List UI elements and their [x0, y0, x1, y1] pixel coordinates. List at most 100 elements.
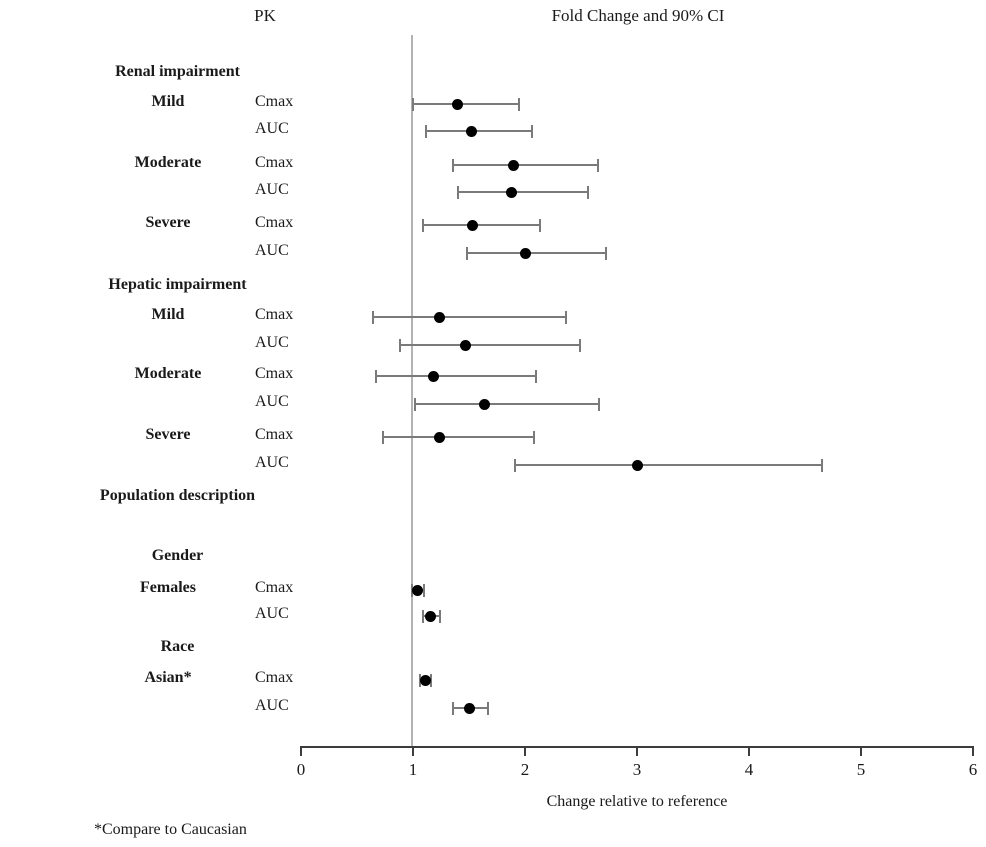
- group-label: Hepatic impairment: [108, 276, 247, 293]
- x-axis-tick: [748, 747, 750, 756]
- ci-line: [382, 436, 534, 438]
- subgroup-label: Mild: [151, 306, 185, 323]
- subgroup-label: Moderate: [134, 154, 202, 171]
- ci-cap-high: [604, 247, 607, 260]
- param-label: AUC: [255, 120, 289, 137]
- x-axis-tick-label: 0: [296, 760, 306, 779]
- ci-cap-high: [487, 702, 490, 715]
- point-marker: [427, 370, 439, 382]
- x-axis-tick-label: 1: [408, 760, 418, 779]
- point-marker: [465, 125, 477, 137]
- point-marker: [411, 584, 423, 596]
- ci-cap-high: [578, 339, 581, 352]
- point-marker: [452, 98, 464, 110]
- ci-line: [514, 464, 822, 466]
- ci-cap-low: [422, 610, 425, 623]
- reference-line-x1: [411, 35, 413, 747]
- ci-line: [466, 252, 606, 254]
- subgroup-label: Mild: [151, 93, 185, 110]
- subgroup-label: Females: [140, 579, 196, 596]
- point-marker: [419, 674, 431, 686]
- subgroup-label: Asian*: [144, 669, 192, 686]
- subgroup-label: Severe: [145, 214, 191, 231]
- point-marker: [460, 339, 472, 351]
- ci-cap-low: [418, 674, 421, 687]
- point-marker: [508, 159, 520, 171]
- x-axis-tick-label: 4: [744, 760, 754, 779]
- param-label: Cmax: [255, 306, 294, 323]
- param-label: AUC: [255, 334, 289, 351]
- ci-line: [399, 344, 580, 346]
- ci-cap-low: [425, 125, 428, 138]
- ci-cap-low: [381, 431, 384, 444]
- subgroup-label: Moderate: [134, 365, 202, 382]
- x-axis-tick: [524, 747, 526, 756]
- param-label: Cmax: [255, 154, 294, 171]
- subgroup-label: Severe: [145, 426, 191, 443]
- x-axis-tick-label: 3: [632, 760, 642, 779]
- ci-cap-low: [422, 219, 425, 232]
- ci-cap-low: [371, 311, 374, 324]
- point-marker: [425, 610, 437, 622]
- ci-line: [457, 191, 588, 193]
- param-label: Cmax: [255, 93, 294, 110]
- point-marker: [631, 459, 643, 471]
- ci-line: [372, 316, 567, 318]
- ci-line: [423, 224, 540, 226]
- param-label: AUC: [255, 697, 289, 714]
- ci-line: [415, 403, 599, 405]
- point-marker: [519, 247, 531, 259]
- param-label: AUC: [255, 181, 289, 198]
- x-axis-tick: [972, 747, 974, 756]
- point-marker: [434, 431, 446, 443]
- x-axis-tick: [636, 747, 638, 756]
- x-axis-tick-label: 5: [856, 760, 866, 779]
- group-label: Gender: [151, 547, 204, 564]
- x-axis-tick: [300, 747, 302, 756]
- ci-cap-high: [586, 186, 589, 199]
- param-label: AUC: [255, 393, 289, 410]
- ci-line: [376, 375, 537, 377]
- ci-cap-high: [423, 584, 426, 597]
- ci-line: [413, 103, 520, 105]
- param-label: Cmax: [255, 669, 294, 686]
- column-header-pk: PK: [254, 6, 276, 25]
- ci-cap-high: [532, 431, 535, 444]
- ci-cap-high: [565, 311, 568, 324]
- ci-cap-low: [412, 98, 414, 111]
- ci-cap-low: [410, 584, 413, 597]
- param-label: Cmax: [255, 365, 294, 382]
- ci-cap-low: [398, 339, 401, 352]
- param-label: Cmax: [255, 579, 294, 596]
- ci-cap-high: [596, 159, 599, 172]
- ci-cap-low: [375, 370, 378, 383]
- group-label: Population description: [99, 487, 256, 504]
- point-marker: [434, 311, 446, 323]
- ci-cap-high: [538, 219, 541, 232]
- param-label: Cmax: [255, 426, 294, 443]
- ci-cap-high: [429, 674, 432, 687]
- ci-cap-low: [465, 247, 468, 260]
- ci-cap-low: [513, 459, 516, 472]
- param-label: Cmax: [255, 214, 294, 231]
- point-marker: [479, 398, 491, 410]
- param-label: AUC: [255, 605, 289, 622]
- ci-cap-high: [518, 98, 521, 111]
- ci-cap-high: [530, 125, 533, 138]
- param-label: AUC: [255, 454, 289, 471]
- footnote: *Compare to Caucasian: [94, 821, 247, 838]
- x-axis-title: Change relative to reference: [546, 793, 728, 810]
- group-label: Race: [160, 638, 195, 655]
- ci-cap-low: [452, 702, 455, 715]
- ci-cap-low: [456, 186, 459, 199]
- x-axis-tick-label: 2: [520, 760, 530, 779]
- x-axis-tick: [860, 747, 862, 756]
- ci-line: [453, 164, 598, 166]
- ci-line: [426, 130, 532, 132]
- point-marker: [466, 219, 478, 231]
- ci-cap-high: [535, 370, 538, 383]
- ci-cap-low: [452, 159, 455, 172]
- ci-cap-high: [597, 398, 600, 411]
- x-axis-tick-label: 6: [968, 760, 978, 779]
- group-label: Renal impairment: [115, 63, 240, 80]
